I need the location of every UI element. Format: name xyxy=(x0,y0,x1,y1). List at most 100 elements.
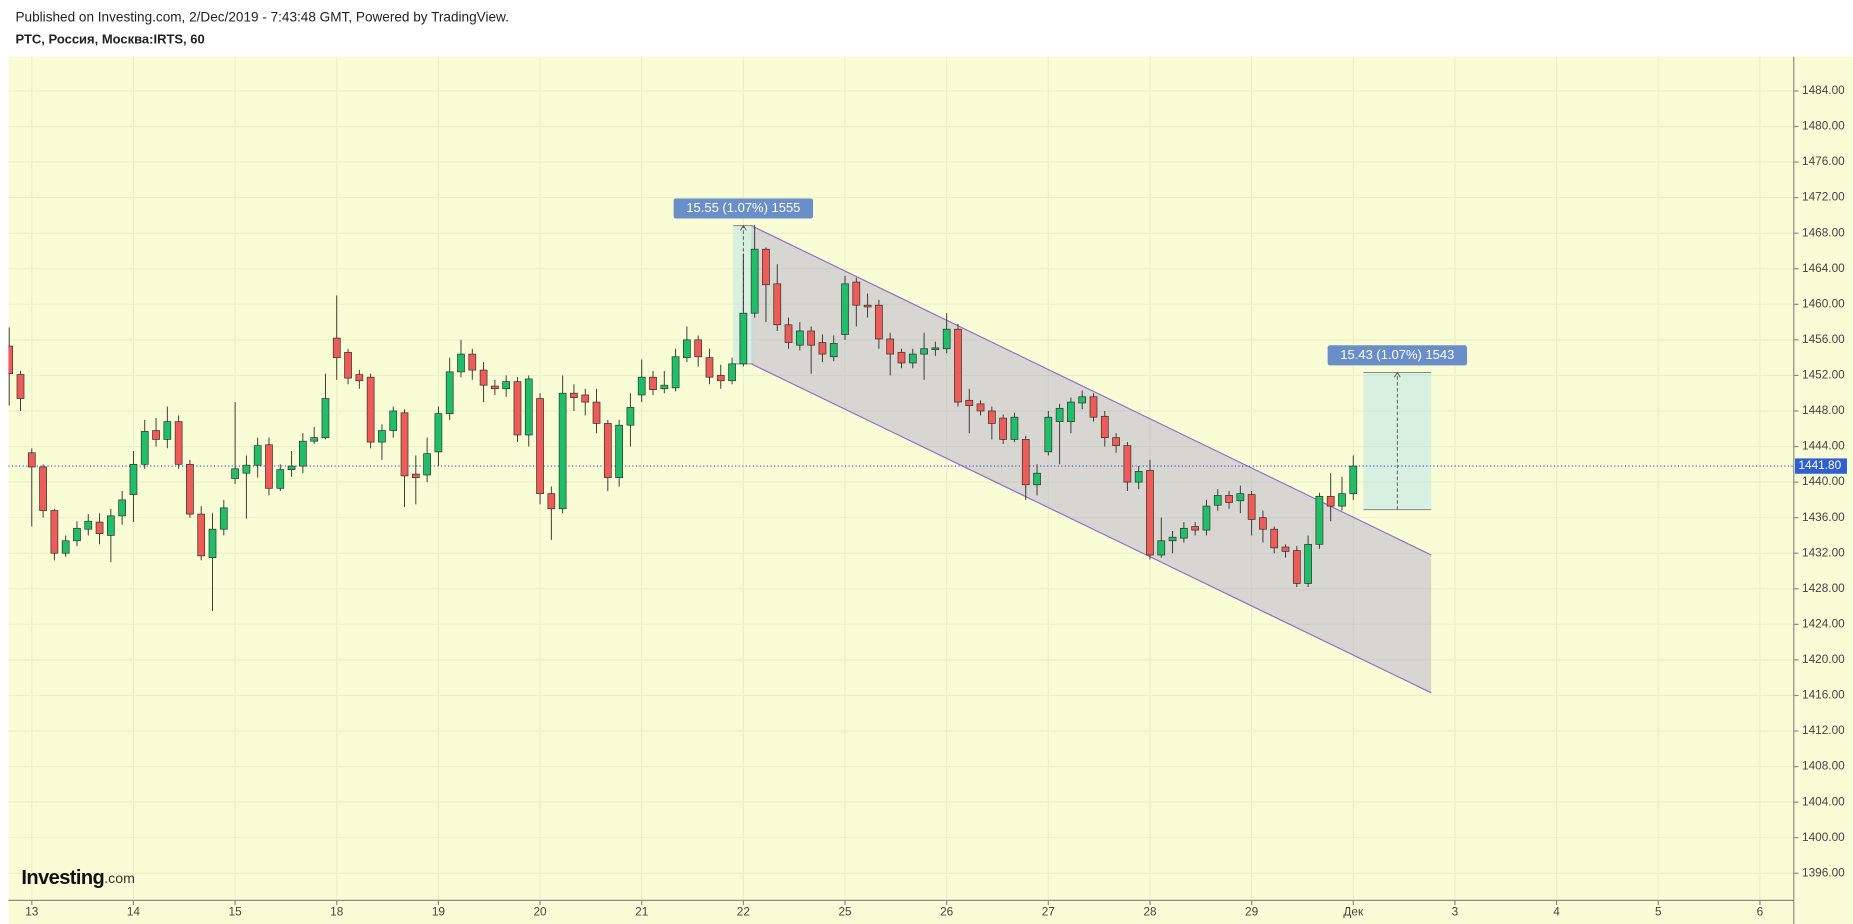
candle-body xyxy=(852,281,861,306)
x-tick-label: 19 xyxy=(432,904,445,918)
y-tick-label: 1440.00 xyxy=(1802,474,1845,488)
x-tick-label: 15 xyxy=(229,904,243,918)
candle-body xyxy=(434,413,443,453)
measure-arrowhead xyxy=(740,224,747,231)
candle-body xyxy=(1247,494,1256,520)
y-tick-label: 1408.00 xyxy=(1802,759,1845,773)
candle-body xyxy=(16,374,25,399)
candle-body xyxy=(1089,396,1098,418)
candle-body xyxy=(773,283,782,326)
candle-body xyxy=(807,330,815,346)
candle-body xyxy=(39,466,47,511)
y-tick-label: 1396.00 xyxy=(1802,865,1845,879)
y-tick-label: 1436.00 xyxy=(1802,510,1845,524)
measure-label: 15.43 (1.07%) 1543 xyxy=(1340,347,1454,362)
candle-body xyxy=(1281,546,1290,552)
y-tick-label: 1448.00 xyxy=(1802,403,1845,417)
candle-body xyxy=(954,328,962,403)
candle-body xyxy=(265,444,273,489)
candle-body xyxy=(897,351,906,364)
x-tick-label: 27 xyxy=(1042,904,1055,918)
candle-body xyxy=(1304,543,1312,584)
x-tick-label: 26 xyxy=(940,904,954,918)
candle-body xyxy=(965,399,974,406)
candle-body xyxy=(649,376,657,390)
candle-body xyxy=(400,412,409,477)
candle-body xyxy=(705,357,714,378)
measure-label-box xyxy=(673,198,814,219)
y-tick-label: 1444.00 xyxy=(1802,439,1845,453)
candle-body xyxy=(208,528,217,559)
candle-body xyxy=(536,398,544,495)
candle-body xyxy=(570,392,578,398)
candle-body xyxy=(332,337,341,358)
candle-body xyxy=(1338,493,1346,507)
candle-body xyxy=(683,339,691,358)
x-tick-label: 6 xyxy=(1757,904,1764,918)
candle-body xyxy=(287,465,296,471)
y-tick-label: 1432.00 xyxy=(1802,545,1845,559)
candle-body xyxy=(592,401,601,424)
candle-body xyxy=(1180,527,1188,539)
candle-body xyxy=(299,440,307,467)
candle-body xyxy=(174,421,183,465)
candle-body xyxy=(626,407,635,426)
candle-body xyxy=(95,521,104,535)
channel-fill xyxy=(751,225,1432,693)
x-tick-label: Дек xyxy=(1343,904,1364,918)
candle-body xyxy=(1112,437,1120,447)
y-tick-label: 1476.00 xyxy=(1802,154,1845,168)
candle-body xyxy=(118,499,127,517)
candle-body xyxy=(1021,439,1030,486)
candle-body xyxy=(987,410,996,424)
candle-body xyxy=(1010,416,1019,440)
candle-body xyxy=(660,384,669,390)
candle-body xyxy=(784,324,793,343)
x-tick-label: 28 xyxy=(1143,904,1157,918)
measure-label: 15.55 (1.07%) 1555 xyxy=(686,200,800,215)
candle-body xyxy=(513,381,522,436)
candle-body xyxy=(558,392,567,510)
candle-body xyxy=(716,375,725,382)
candle-body xyxy=(1225,495,1233,503)
candle-body xyxy=(1078,396,1087,404)
candle-body xyxy=(739,312,748,365)
candle-body xyxy=(1326,495,1335,507)
grid xyxy=(8,56,1794,901)
last-price-label: 1441.80 xyxy=(1799,458,1842,472)
candle-body xyxy=(999,417,1008,440)
candle-body xyxy=(795,330,804,346)
x-tick-label: 3 xyxy=(1452,904,1459,918)
candle-body xyxy=(152,430,160,440)
y-tick-label: 1400.00 xyxy=(1802,830,1845,844)
x-tick-label: 29 xyxy=(1245,904,1258,918)
y-tick-label: 1452.00 xyxy=(1802,368,1845,382)
x-tick-label: 13 xyxy=(25,904,39,918)
candle-body xyxy=(1123,445,1132,483)
y-tick-label: 1456.00 xyxy=(1802,332,1845,346)
x-tick-label: 5 xyxy=(1655,904,1662,918)
candle-body xyxy=(61,540,70,554)
candle-body xyxy=(1033,472,1041,486)
candle-body xyxy=(1067,401,1075,423)
candle-body xyxy=(762,248,770,286)
candle-body xyxy=(1191,526,1200,531)
candle-body xyxy=(457,353,465,373)
y-tick-label: 1480.00 xyxy=(1802,119,1845,133)
y-tick-label: 1464.00 xyxy=(1802,261,1845,275)
logo-suffix: .com xyxy=(104,871,135,887)
candle-body xyxy=(976,403,985,412)
y-tick-label: 1428.00 xyxy=(1802,581,1845,595)
candle-body xyxy=(321,398,330,439)
candle-body xyxy=(140,431,149,465)
y-tick-label: 1472.00 xyxy=(1802,190,1845,204)
candle-body xyxy=(219,507,228,530)
candle-body xyxy=(197,513,206,557)
candle-body xyxy=(1134,471,1143,483)
candle-body xyxy=(818,342,827,355)
candle-body xyxy=(841,283,849,335)
candle-body xyxy=(1146,470,1154,556)
candle-body xyxy=(310,437,319,442)
candle-body xyxy=(728,363,736,382)
